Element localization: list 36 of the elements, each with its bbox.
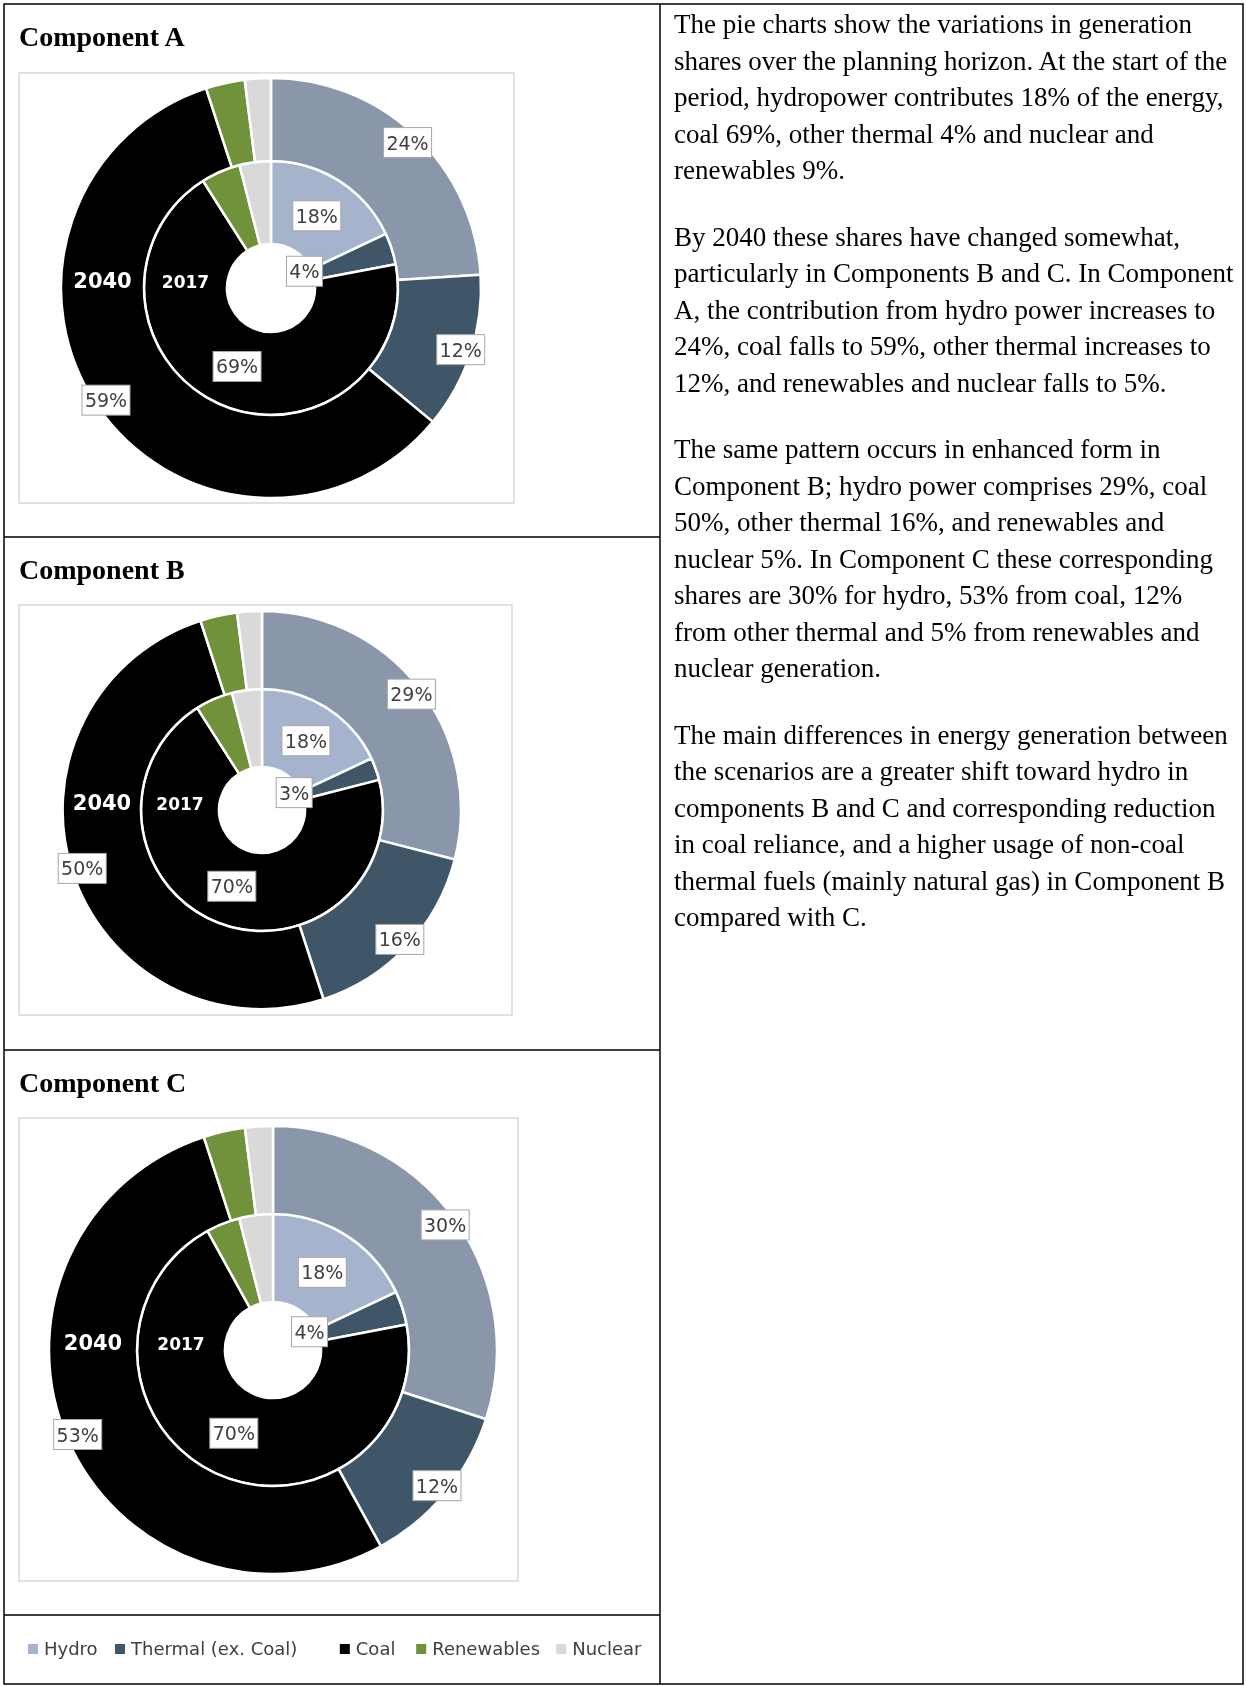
data-label: 18% bbox=[301, 1261, 344, 1284]
text: The pie charts show the variations in generation shares over the planning horizon. At the start of the period, hydropower contributes 18% of the energy, coal 69%, other thermal 4% and nuclear and renewables 9%. bbox=[674, 8, 1229, 187]
data-label: 4% bbox=[289, 260, 320, 283]
data-label: 24% bbox=[386, 131, 429, 154]
slice-label: 2040 bbox=[73, 269, 132, 293]
legend-label: Hydro bbox=[44, 1638, 98, 1659]
data-label: 12% bbox=[415, 1474, 459, 1497]
slice-label: 2040 bbox=[63, 1331, 123, 1355]
data-label: 69% bbox=[215, 355, 259, 378]
data-label: 50% bbox=[61, 857, 104, 880]
legend-label: Thermal (ex. Coal) bbox=[130, 1638, 298, 1659]
data-label: 18% bbox=[284, 729, 328, 752]
data-label: 16% bbox=[378, 928, 421, 951]
slice-label: 2017 bbox=[156, 794, 204, 814]
legend-label: Nuclear bbox=[572, 1638, 643, 1659]
legend-label: Coal bbox=[355, 1638, 396, 1659]
data-label: 30% bbox=[424, 1213, 467, 1236]
text: The same pattern occurs in enhanced form in Component B; hydro power comprises 29%, coal 50%, other thermal 16%, and renewables and nuclear 5%. In Component C these corresponding shares are 30% for hydro, 53% from coal, 12% from other thermal and 5% from renewables and nuclear generation. bbox=[674, 433, 1215, 685]
data-label: 29% bbox=[390, 683, 433, 706]
data-label: 12% bbox=[439, 338, 482, 361]
data-label: 70% bbox=[210, 875, 253, 898]
data-label: 59% bbox=[84, 389, 128, 412]
text: By 2040 these shares have changed somewhat, particularly in Components B and C. In Component A, the contribution from hydro power increases to 24%, coal falls to 59%, other thermal increases to 12%, and renewables and nuclear falls to 5%. bbox=[674, 220, 1235, 400]
slice-label: 2040 bbox=[72, 791, 132, 815]
legend-label: Renewables bbox=[432, 1638, 541, 1659]
chart-title: Component B bbox=[19, 554, 185, 585]
data-label: 4% bbox=[294, 1320, 325, 1343]
chart-title: Component A bbox=[19, 21, 186, 52]
data-label: 3% bbox=[279, 781, 310, 804]
data-label: 53% bbox=[56, 1423, 99, 1446]
chart-title: Component C bbox=[19, 1067, 187, 1098]
slice-label: 2017 bbox=[157, 1334, 205, 1354]
slice-label: 2017 bbox=[161, 272, 210, 292]
data-label: 70% bbox=[212, 1422, 255, 1445]
data-label: 18% bbox=[295, 204, 338, 227]
text: The main differences in energy generation between the scenarios are a greater shift toward hydro in components B and C and corresponding reduction in coal reliance, and a higher usage of non-coal thermal fuels (mainly natural gas) in Component B compared with C. bbox=[674, 718, 1229, 934]
